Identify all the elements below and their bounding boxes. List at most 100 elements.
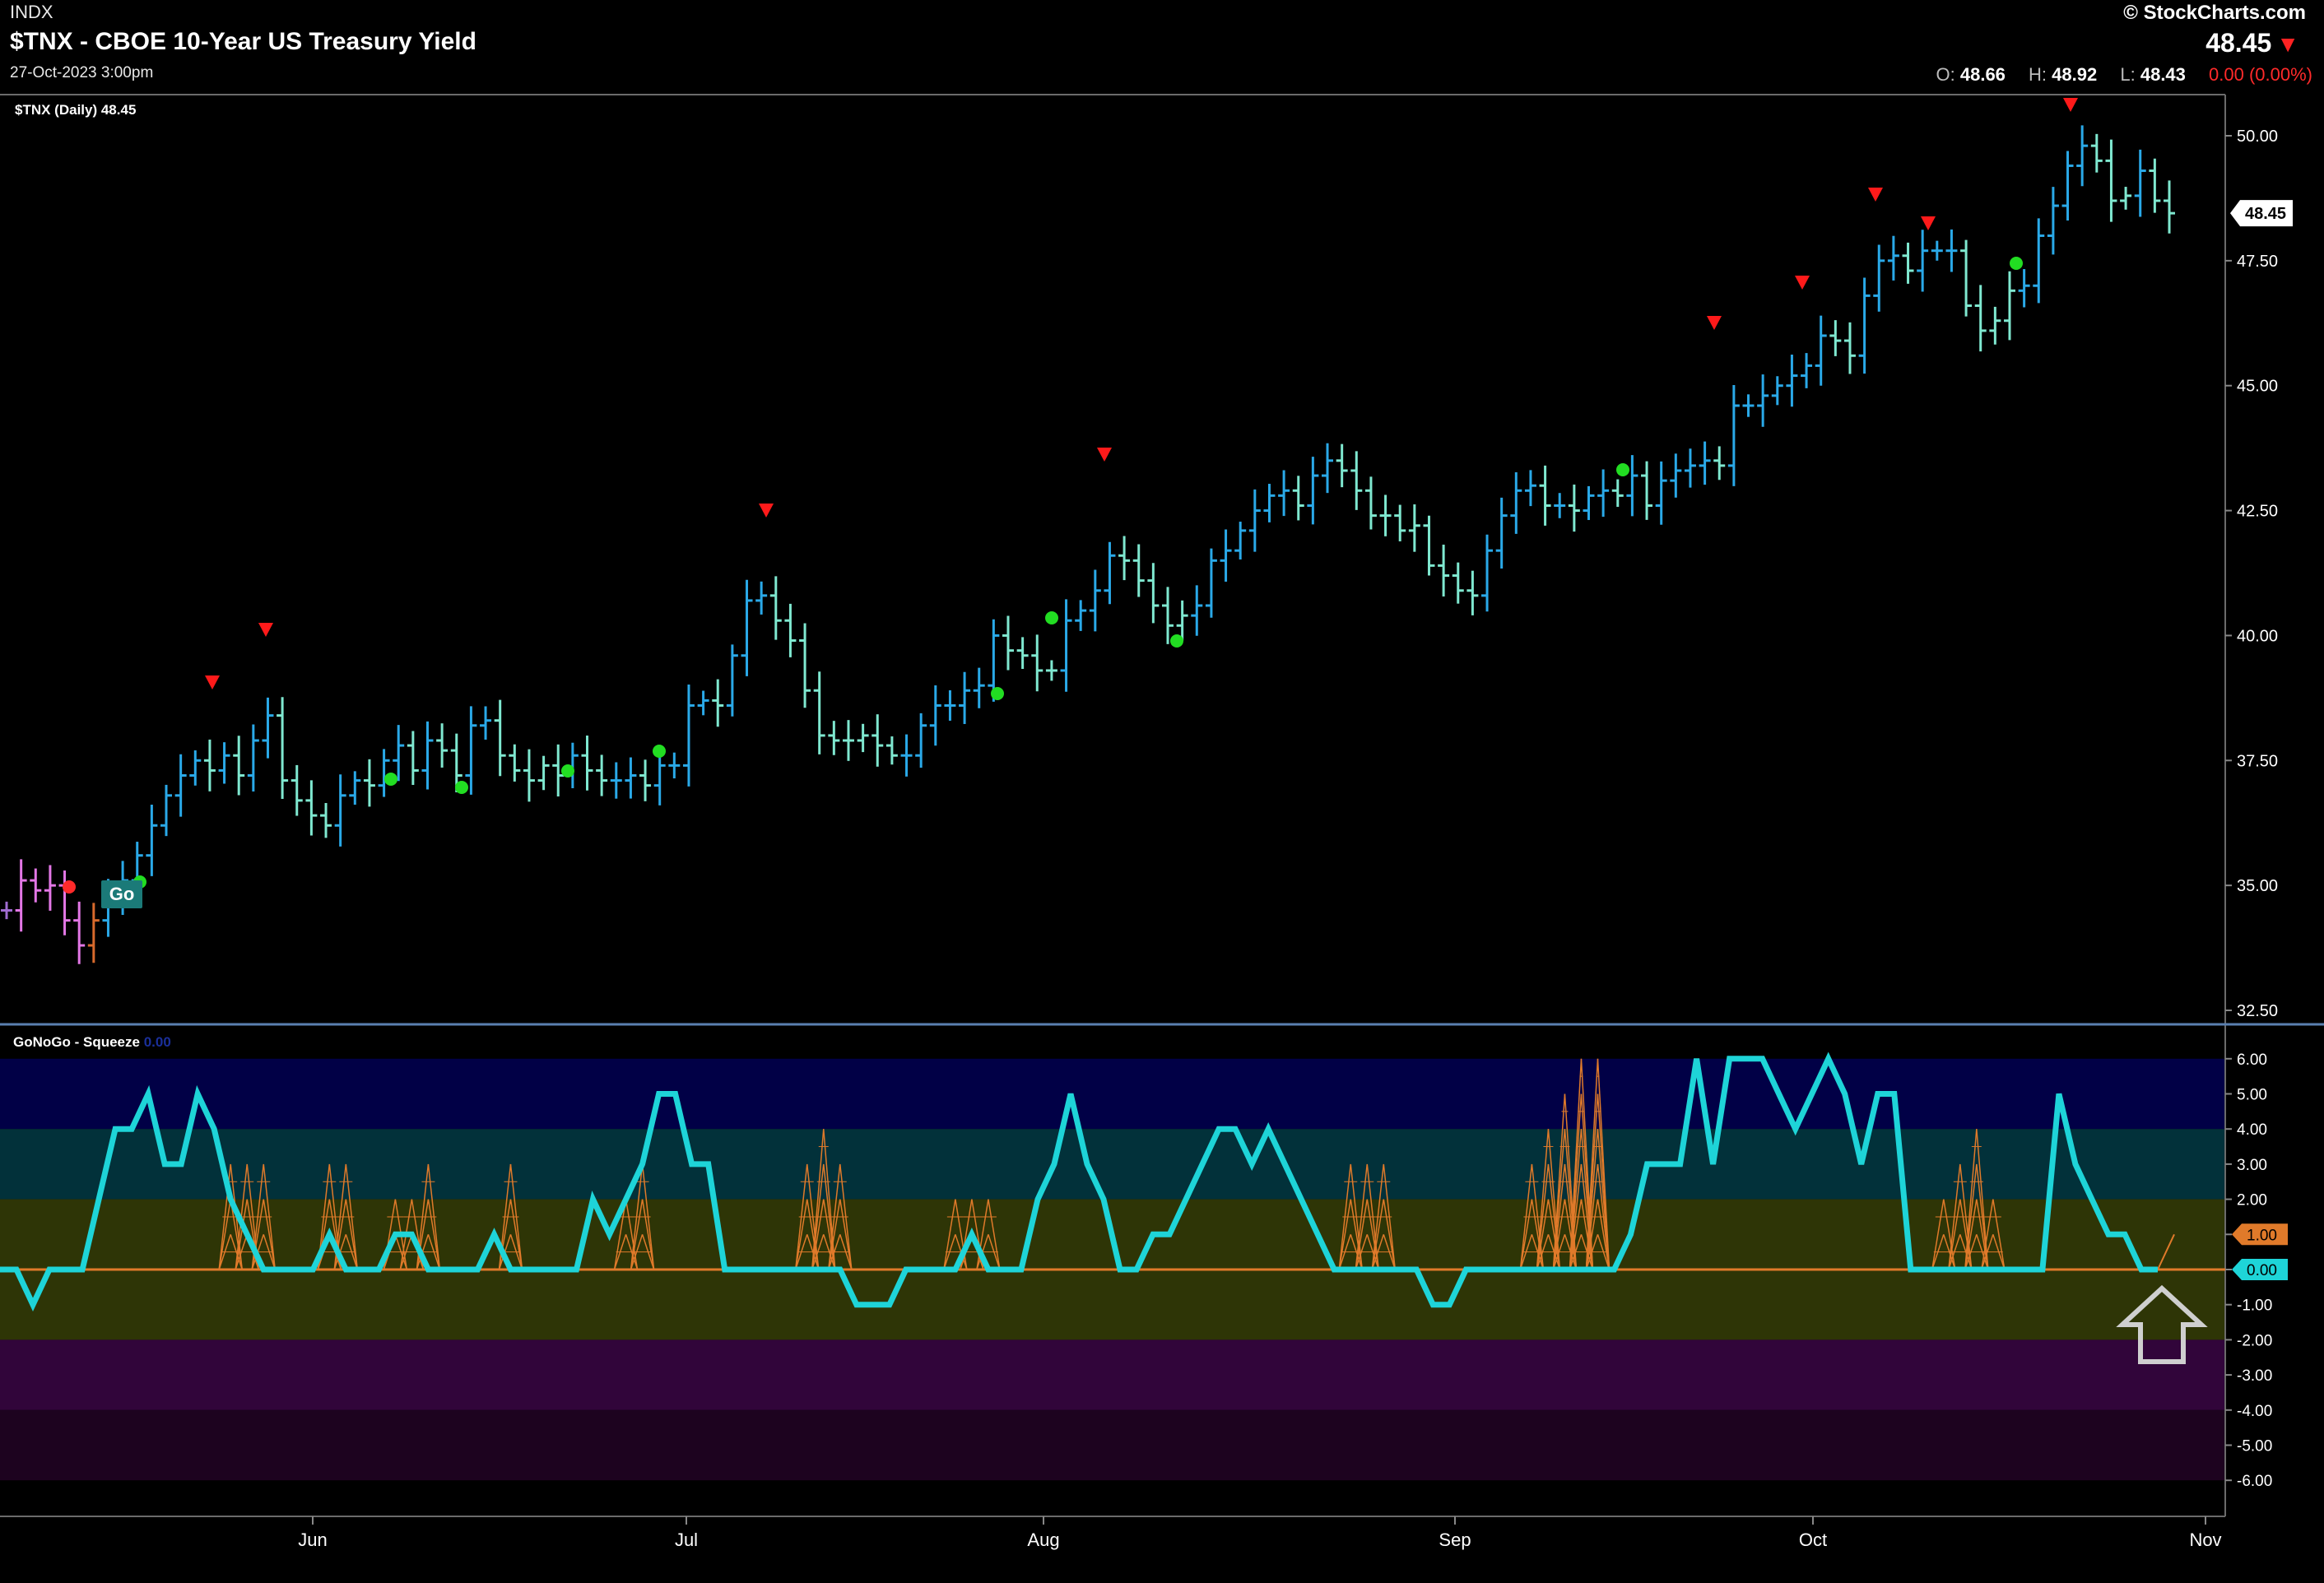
low-value: 48.43 — [2140, 64, 2186, 85]
squeeze-line — [955, 1199, 968, 1270]
down-triangle-icon — [2063, 98, 2078, 112]
down-triangle-icon — [205, 675, 220, 689]
x-tick-label: Jun — [298, 1530, 327, 1550]
x-tick-label: Aug — [1027, 1530, 1059, 1550]
squeeze-line — [1976, 1199, 1989, 1270]
squeeze-line — [943, 1199, 956, 1270]
squeeze-value-tag-label: 1.00 — [2247, 1227, 2277, 1244]
squeeze-line — [1552, 1093, 1566, 1270]
go-badge: Go — [101, 880, 142, 908]
oscillator-tick-label: -4.00 — [2237, 1403, 2272, 1420]
high-label: H: — [2029, 64, 2047, 85]
squeeze-line — [1597, 1199, 1611, 1270]
squeeze-line — [1519, 1199, 1533, 1270]
last-price-tag — [2230, 200, 2293, 227]
oscillator-tick-label: 5.00 — [2237, 1087, 2267, 1104]
x-tick-label: Oct — [1799, 1530, 1827, 1550]
squeeze-line — [641, 1199, 655, 1270]
price-tick-label: 37.50 — [2237, 752, 2278, 770]
price-tick-label: 50.00 — [2237, 128, 2278, 146]
squeeze-value-tag — [2232, 1223, 2288, 1246]
squeeze-line — [263, 1199, 276, 1270]
squeeze-line — [1338, 1199, 1351, 1270]
y-axis: 32.50 35.00 37.50 40.00 42.50 45.00 47.50 50.00… — [2225, 128, 2293, 1490]
squeeze-line — [1580, 1199, 1594, 1270]
squeeze-line — [823, 1199, 836, 1270]
oscillator-label-text: GoNoGo - Squeeze — [13, 1034, 140, 1050]
oscillator-tick-label: 4.00 — [2237, 1121, 2267, 1139]
squeeze-line — [1976, 1129, 1989, 1270]
open-label: O: — [1936, 64, 1955, 85]
squeeze-line — [1536, 1199, 1550, 1270]
squeeze-line — [1597, 1058, 1611, 1270]
chart-title: $TNX - CBOE 10-Year US Treasury Yield — [10, 28, 476, 55]
squeeze-line — [976, 1199, 989, 1270]
squeeze-line — [1992, 1199, 2006, 1270]
squeeze-line — [1964, 1199, 1978, 1270]
squeeze-line — [1948, 1199, 1961, 1270]
panel-frames — [0, 94, 2324, 1517]
last-price-tag-label: 48.45 — [2245, 205, 2286, 223]
x-tick-label: Sep — [1439, 1530, 1471, 1550]
squeeze-line — [1547, 1199, 1561, 1270]
squeeze-line — [427, 1199, 441, 1270]
price-tick-label: 42.50 — [2237, 503, 2278, 521]
go-dot — [653, 745, 666, 758]
squeeze-line — [1585, 1058, 1599, 1270]
oscillator-tick-label: -2.00 — [2237, 1332, 2272, 1349]
squeeze-line — [1536, 1129, 1550, 1270]
price-panel-label: $TNX (Daily) 48.45 — [15, 102, 137, 118]
go-dot — [1170, 634, 1183, 648]
price-bars — [1, 125, 2175, 964]
oscillator-path — [0, 1051, 2158, 1311]
ohlc-readout: O: 48.66 H: 48.92 L: 48.43 0.00 (0.00%) — [1936, 64, 2313, 86]
x-tick-label: Nov — [2189, 1530, 2221, 1550]
squeeze-line — [1959, 1199, 1973, 1270]
squeeze-line — [1943, 1199, 1956, 1270]
up-arrow-shape — [2116, 1284, 2208, 1364]
down-triangle-icon — [759, 504, 774, 518]
chart-date: 27-Oct-2023 3:00pm — [10, 64, 154, 81]
low-label: L: — [2120, 64, 2136, 85]
squeeze-line — [1355, 1199, 1369, 1270]
squeeze-line — [1585, 1199, 1599, 1270]
high-value: 48.92 — [2052, 64, 2098, 85]
oscillator-band — [0, 1270, 2225, 1340]
brand-link[interactable]: © StockCharts.com — [2123, 2, 2306, 24]
go-dot — [455, 781, 468, 794]
squeeze-line — [1366, 1199, 1380, 1270]
squeeze-line — [1580, 1058, 1594, 1270]
squeeze-line — [1371, 1199, 1385, 1270]
go-dot — [1045, 611, 1058, 624]
squeeze-line — [333, 1199, 347, 1270]
oscillator-band — [0, 1409, 2225, 1481]
change-value: 0.00 (0.00%) — [2209, 64, 2312, 85]
oscillator-value-tag-label: 0.00 — [2247, 1262, 2277, 1279]
down-triangle-icon — [1868, 188, 1883, 202]
squeeze-line — [1564, 1199, 1578, 1270]
squeeze-line — [1552, 1199, 1566, 1270]
squeeze-line — [1547, 1129, 1561, 1270]
oscillator-tick-label: 6.00 — [2237, 1051, 2267, 1069]
down-triangle-icon — [1707, 316, 1722, 330]
price-tick-label: 32.50 — [2237, 1002, 2278, 1020]
x-axis: Jun Jul Aug Sep Oct Nov — [298, 1516, 2222, 1550]
oscillator-tick-label: -5.00 — [2237, 1438, 2272, 1455]
down-triangle-icon — [258, 623, 273, 637]
price-tick-label: 47.50 — [2237, 253, 2278, 271]
squeeze-line — [498, 1199, 512, 1270]
oscillator-label-value: 0.00 — [143, 1034, 171, 1050]
down-triangle-icon — [1795, 276, 1810, 290]
squeeze-line — [1531, 1199, 1545, 1270]
squeeze-line — [416, 1199, 430, 1270]
oscillator-band — [0, 1058, 2225, 1130]
last-price: 48.45 ▼ — [2205, 28, 2299, 58]
down-triangle-icon: ▼ — [2276, 31, 2299, 57]
squeeze-line — [823, 1129, 836, 1270]
squeeze-line — [811, 1129, 825, 1270]
squeeze-line — [1931, 1199, 1945, 1270]
down-triangle-icon — [1097, 448, 1112, 462]
squeeze-line — [509, 1199, 523, 1270]
squeeze-line — [988, 1199, 1001, 1270]
squeeze-line — [630, 1199, 644, 1270]
